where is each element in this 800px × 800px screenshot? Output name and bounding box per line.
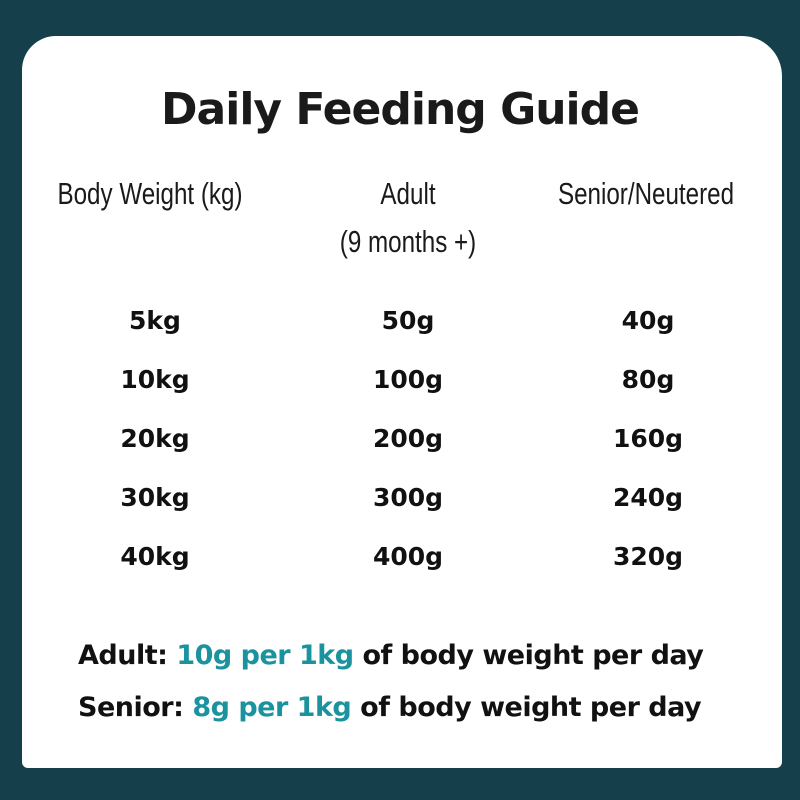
table-cell-body-weight: 30kg	[120, 483, 190, 512]
table-cell-adult-amount: 50g	[381, 306, 435, 335]
header-adult: Adult	[380, 176, 436, 211]
senior-note-rest: of body weight per day	[360, 692, 702, 723]
feeding-guide-card	[22, 36, 782, 768]
table-cell-senior-amount: 80g	[621, 365, 675, 394]
adult-note-rest: of body weight per day	[362, 640, 704, 671]
table-cell-adult-amount: 200g	[372, 424, 444, 453]
table-cell-adult-amount: 100g	[372, 365, 444, 394]
table-cell-body-weight: 10kg	[120, 365, 190, 394]
senior-note: Senior: 8g per 1kg of body weight per da…	[78, 692, 702, 723]
adult-note: Adult: 10g per 1kg of body weight per da…	[78, 640, 704, 671]
header-adult-age: (9 months +)	[339, 224, 477, 259]
table-cell-adult-amount: 400g	[372, 542, 444, 571]
senior-note-label: Senior:	[78, 692, 184, 723]
table-cell-senior-amount: 40g	[621, 306, 675, 335]
table-cell-body-weight: 20kg	[120, 424, 190, 453]
table-cell-body-weight: 40kg	[120, 542, 190, 571]
page-title: Daily Feeding Guide	[161, 84, 640, 135]
senior-note-rate: 8g per 1kg	[192, 692, 352, 723]
adult-note-label: Adult:	[78, 640, 168, 671]
table-cell-adult-amount: 300g	[372, 483, 444, 512]
table-cell-senior-amount: 320g	[612, 542, 684, 571]
table-cell-body-weight: 5kg	[129, 306, 181, 335]
header-senior: Senior/Neutered	[557, 176, 735, 211]
table-cell-senior-amount: 240g	[612, 483, 684, 512]
header-body-weight: Body Weight (kg)	[57, 176, 243, 211]
adult-note-rate: 10g per 1kg	[176, 640, 354, 671]
table-cell-senior-amount: 160g	[612, 424, 684, 453]
